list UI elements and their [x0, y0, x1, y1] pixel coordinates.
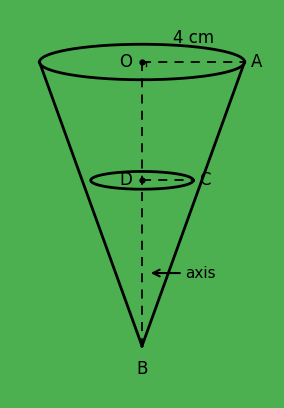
Text: B: B: [136, 360, 148, 378]
Text: axis: axis: [153, 266, 216, 281]
Text: A: A: [250, 53, 262, 71]
Text: D: D: [119, 171, 132, 189]
Text: O: O: [119, 53, 132, 71]
Text: 4 cm: 4 cm: [173, 29, 214, 47]
Text: C: C: [199, 171, 211, 189]
